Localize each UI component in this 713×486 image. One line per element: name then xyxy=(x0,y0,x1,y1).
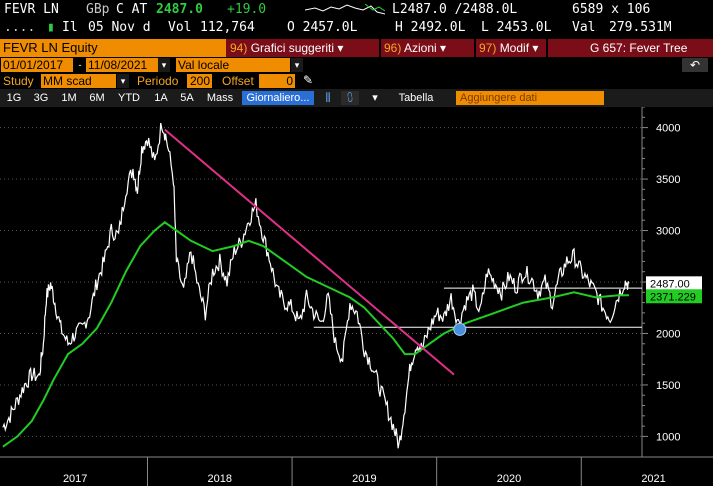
menu-number: 97) xyxy=(479,41,497,55)
ma-value-text: 2371.229 xyxy=(650,291,696,303)
tab-5a[interactable]: 5A xyxy=(180,92,194,104)
tab-1m[interactable]: 1M xyxy=(61,92,77,104)
y-tick-label: 1000 xyxy=(656,431,680,443)
divider xyxy=(474,39,476,57)
price-series xyxy=(2,122,630,449)
dropdown-arrow-icon: ▾ xyxy=(337,41,344,55)
last-price: 2487.0 xyxy=(156,2,203,17)
il-label: Il xyxy=(62,20,78,35)
x-tick-label: 2020 xyxy=(497,473,521,485)
menu-number: 96) xyxy=(384,41,402,55)
event-marker-icon[interactable] xyxy=(453,322,467,336)
menu-label: Grafici suggeriti xyxy=(250,41,335,55)
market-indicator-icon: ▮ xyxy=(47,20,55,35)
tab-3g[interactable]: 3G xyxy=(33,92,49,104)
currency-field[interactable]: Val locale xyxy=(176,58,290,72)
price-chart[interactable]: 1000150020002500300035004000 20172018201… xyxy=(0,107,713,486)
menu-label: Modif xyxy=(499,41,530,55)
low-price: L 2453.0L xyxy=(481,20,552,35)
size: 6589 x 106 xyxy=(572,2,651,17)
ma-value-label: 2371.229 xyxy=(646,289,702,304)
ticker: FEVR LN xyxy=(4,2,59,17)
dropdown-arrow-icon: ▾ xyxy=(532,41,539,55)
quote-header: FEVR LN GBp C AT 2487.0 +19.0 L2487.0 /2… xyxy=(0,0,713,40)
dropdown-arrow-icon: ▾ xyxy=(440,41,447,55)
divider xyxy=(546,39,548,57)
menu-label: Azioni xyxy=(404,41,437,55)
chart-type-dropdown-icon[interactable]: ▾ xyxy=(372,92,378,104)
edit-menu[interactable]: 97) Modif ▾ xyxy=(479,40,545,56)
traded-value: 279.531M xyxy=(609,20,672,35)
add-data-field[interactable]: Aggiungere dati xyxy=(456,91,604,105)
x-tick-label: 2017 xyxy=(63,473,87,485)
pencil-icon[interactable]: ✎ xyxy=(303,73,314,87)
currency: GBp xyxy=(86,2,110,17)
offset-label: Offset xyxy=(222,74,254,88)
study-dropdown-icon[interactable]: ▾ xyxy=(117,74,129,88)
val-label: Val xyxy=(572,20,596,35)
chart-type-icon[interactable]: ⫼ xyxy=(325,92,331,104)
study-row: Study MM scad ▾ Periodo 200 Offset 0 ✎ xyxy=(0,73,713,89)
support-resistance-lines xyxy=(313,287,642,328)
tab-ytd[interactable]: YTD xyxy=(118,92,140,104)
x-tick-label: 2019 xyxy=(352,473,376,485)
menu-number: 94) xyxy=(230,41,248,55)
quote-date: 05 Nov d xyxy=(88,20,151,35)
high-price: H 2492.0L xyxy=(395,20,466,35)
chart-title: G 657: Fever Tree xyxy=(590,40,713,56)
trend-line[interactable] xyxy=(164,128,455,376)
tab-1a[interactable]: 1A xyxy=(154,92,168,104)
actions-menu[interactable]: 96) Azioni ▾ xyxy=(384,40,474,56)
y-tick-label: 4000 xyxy=(656,123,680,135)
calendar-dropdown-icon[interactable]: ▾ xyxy=(158,58,170,72)
period-tabs-row: 1G 3G 1M 6M YTD 1A 5A Mass Giornaliero..… xyxy=(0,89,713,107)
period-label: Periodo xyxy=(137,74,179,88)
tab-6m[interactable]: 6M xyxy=(89,92,105,104)
suggested-charts-menu[interactable]: 94) Grafici suggeriti ▾ xyxy=(230,40,378,56)
y-tick-label: 3500 xyxy=(656,174,680,186)
date-range-row: 01/01/2017 - 11/08/2021 ▾ Val locale ▾ ↶ xyxy=(0,57,713,73)
function-toolbar: FEVR LN Equity 94) Grafici suggeriti ▾ 9… xyxy=(0,39,713,57)
security-field[interactable]: FEVR LN Equity xyxy=(0,39,226,57)
end-date-field[interactable]: 11/08/2021 xyxy=(86,58,158,72)
study-field[interactable]: MM scad xyxy=(41,74,116,88)
sparkline-icon xyxy=(305,3,385,15)
c-at-label: C AT xyxy=(116,2,148,17)
y-tick-label: 3000 xyxy=(656,226,680,238)
change: +19.0 xyxy=(227,2,267,17)
tab-max[interactable]: Mass xyxy=(206,92,234,104)
study-label: Study xyxy=(3,74,34,88)
range-separator: - xyxy=(74,58,86,72)
x-tick-label: 2021 xyxy=(641,473,665,485)
offset-field[interactable]: 0 xyxy=(259,74,295,88)
frequency-dropdown[interactable]: Giornaliero... xyxy=(242,91,314,105)
x-axis: 2017 2018 2019 2020 2021 xyxy=(0,456,713,486)
frequency-label: Giornaliero xyxy=(246,92,301,104)
x-tick-label: 2018 xyxy=(208,473,232,485)
last-price-label: 2487.00 xyxy=(646,276,702,291)
table-button[interactable]: Tabella xyxy=(398,92,434,104)
vol-label: Vol xyxy=(168,20,192,35)
undo-icon[interactable]: ↶ xyxy=(682,58,708,72)
line2-prefix: .... xyxy=(4,20,36,35)
chart-type-active-icon[interactable]: ⩇ xyxy=(341,91,359,105)
open-price: O 2457.0L xyxy=(287,20,358,35)
moving-average-series xyxy=(2,221,630,448)
period-field[interactable]: 200 xyxy=(187,74,212,88)
last-price-text: 2487.00 xyxy=(650,278,690,290)
bid-ask: L2487.0 /2488.0L xyxy=(392,2,518,17)
tab-1g[interactable]: 1G xyxy=(6,92,22,104)
volume: 112,764 xyxy=(200,20,255,35)
start-date-field[interactable]: 01/01/2017 xyxy=(1,58,73,72)
y-tick-label: 1500 xyxy=(656,380,680,392)
currency-dropdown-icon[interactable]: ▾ xyxy=(291,58,303,72)
y-tick-label: 2000 xyxy=(656,328,680,340)
divider xyxy=(379,39,381,57)
